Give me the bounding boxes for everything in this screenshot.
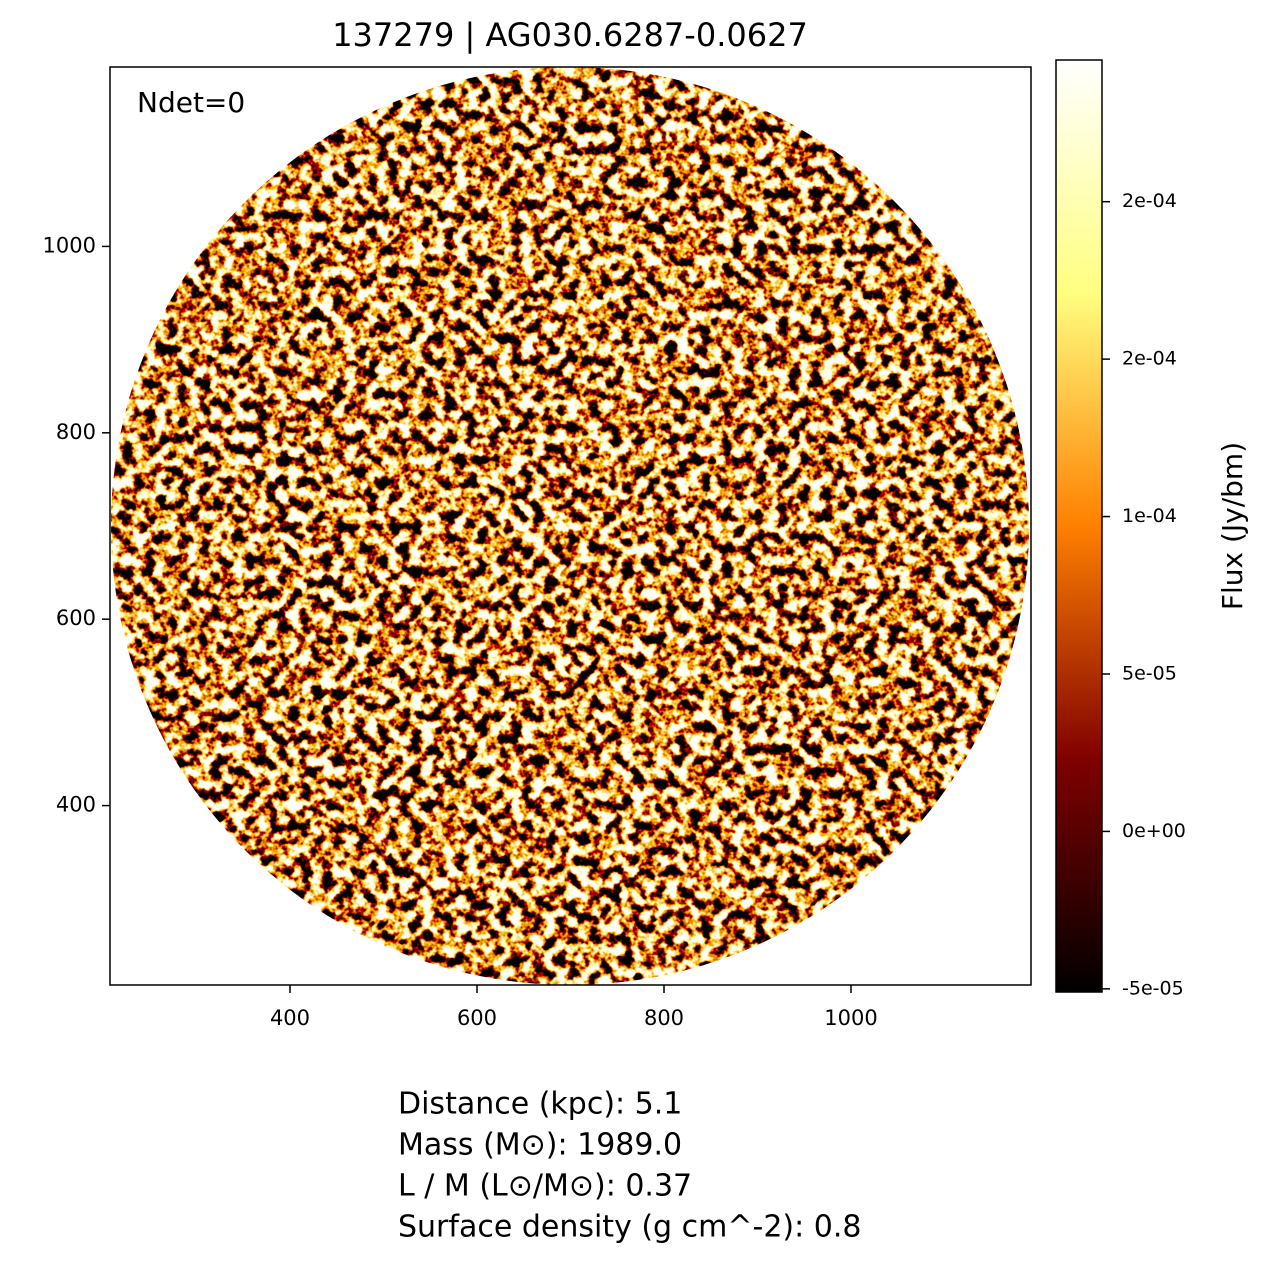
axes-frame	[109, 66, 1032, 986]
note: Surface density (g cm^-2): 0.8	[398, 1210, 861, 1245]
annotation: Ndet=0	[137, 86, 245, 119]
chart-title: 137279 | AG030.6287-0.0627	[332, 16, 808, 54]
note: L / M (L⊙/M⊙): 0.37	[398, 1169, 692, 1204]
colorbar-tick-label: 1e-04	[1122, 505, 1177, 527]
y-tick-label: 800	[56, 420, 96, 444]
image	[111, 67, 1029, 985]
colorbar-label: Flux (Jy/bm)	[1216, 442, 1249, 610]
x-tick-label: 400	[270, 1006, 310, 1030]
colorbar-tick-label: 2e-04	[1122, 190, 1177, 212]
x-tick-label: 800	[644, 1006, 684, 1030]
colorbar-tick-label: 5e-05	[1122, 662, 1177, 684]
note: Mass (M⊙): 1989.0	[398, 1128, 682, 1163]
colorbar-tick-label: 0e+00	[1122, 820, 1186, 842]
y-tick-label: 600	[56, 606, 96, 630]
x-tick-label: 600	[457, 1006, 497, 1030]
y-tick-label: 1000	[43, 233, 96, 257]
y-tick-label: 400	[56, 793, 96, 817]
colorbar	[1055, 59, 1103, 993]
x-tick-label: 1000	[824, 1006, 877, 1030]
colorbar-tick-label: -5e-05	[1122, 977, 1184, 999]
colorbar-tick-label: 2e-04	[1122, 348, 1177, 370]
note: Distance (kpc): 5.1	[398, 1087, 682, 1122]
